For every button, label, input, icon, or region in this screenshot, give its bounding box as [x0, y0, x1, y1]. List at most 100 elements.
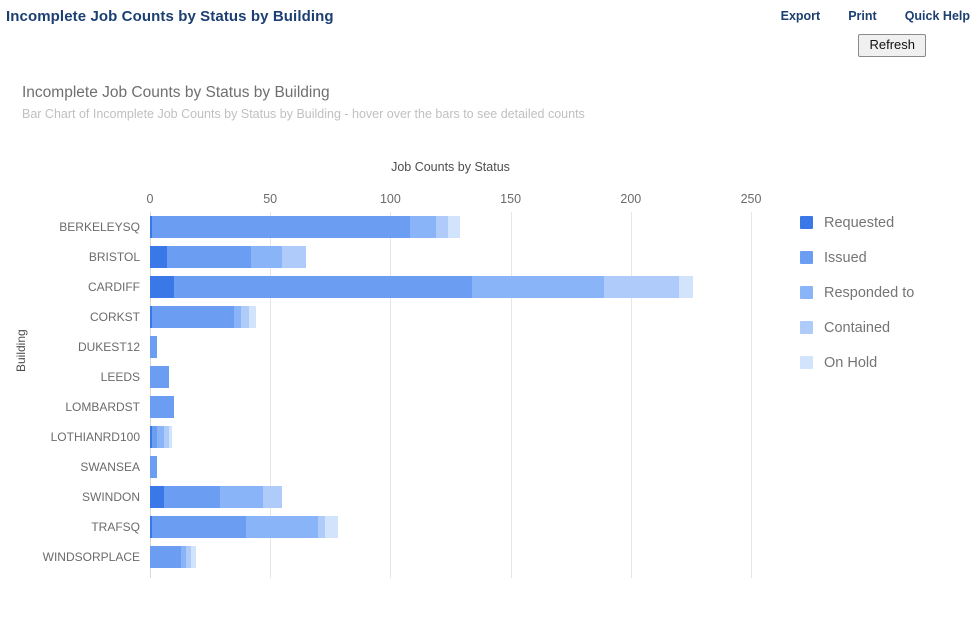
chart-row: CARDIFF	[0, 272, 978, 302]
export-link[interactable]: Export	[780, 9, 821, 23]
bar-segment[interactable]	[150, 276, 175, 298]
bar-segment[interactable]	[219, 486, 263, 508]
bar-segment[interactable]	[186, 546, 191, 568]
x-axis-title: Job Counts by Status	[391, 160, 510, 174]
chart-row: BRISTOL	[0, 242, 978, 272]
legend-item-responded-to[interactable]: Responded to	[800, 275, 914, 310]
legend-item-on-hold[interactable]: On Hold	[800, 345, 914, 380]
chart-legend: Requested Issued Responded to Contained On H…	[800, 205, 914, 380]
refresh-button[interactable]: Refresh	[858, 34, 926, 58]
x-tick-label: 50	[263, 192, 278, 206]
bar-segment[interactable]	[150, 546, 182, 568]
y-axis-category-label: BRISTOL	[88, 250, 140, 264]
legend-item-issued[interactable]: Issued	[800, 240, 914, 275]
gridline	[631, 212, 632, 578]
legend-color-swatch	[800, 356, 813, 369]
bar-segment[interactable]	[152, 216, 410, 238]
page-header: Incomplete Job Counts by Status by Build…	[0, 0, 978, 62]
bar-segment[interactable]	[409, 216, 437, 238]
bar-segment[interactable]	[448, 216, 461, 238]
bar-segment[interactable]	[166, 246, 251, 268]
bar-segment[interactable]	[234, 306, 242, 328]
chart-plot-area: Job Counts by Status Building 0 50 100 150 2…	[0, 150, 978, 590]
bar-segment[interactable]	[190, 546, 196, 568]
bar-segment[interactable]	[150, 396, 175, 418]
bar-segment[interactable]	[248, 306, 256, 328]
bar-segment[interactable]	[150, 246, 167, 268]
x-tick-label: 150	[500, 192, 522, 206]
bar-segment[interactable]	[241, 306, 249, 328]
bar-segment[interactable]	[436, 216, 449, 238]
legend-label: Issued	[824, 249, 867, 266]
chart-subtitle: Bar Chart of Incomplete Job Counts by St…	[22, 107, 585, 121]
bar-segment[interactable]	[169, 426, 172, 448]
bar-segment[interactable]	[282, 246, 307, 268]
bar-segment[interactable]	[164, 426, 170, 448]
legend-color-swatch	[800, 216, 813, 229]
header-link-group: Export Print Quick Help	[781, 9, 970, 23]
bar-segment[interactable]	[150, 426, 153, 448]
print-link[interactable]: Print	[848, 9, 877, 23]
chart-row: SWANSEA	[0, 452, 978, 482]
header-divider	[0, 62, 978, 63]
x-tick-label: 0	[146, 192, 154, 206]
bar-segment[interactable]	[150, 216, 153, 238]
legend-item-requested[interactable]: Requested	[800, 205, 914, 240]
bar-segment[interactable]	[181, 546, 187, 568]
bar-segment[interactable]	[150, 336, 158, 358]
legend-color-swatch	[800, 251, 813, 264]
gridline	[150, 212, 151, 578]
chart-row: LEEDS	[0, 362, 978, 392]
legend-label: Contained	[824, 319, 891, 336]
chart-row: SWINDON	[0, 482, 978, 512]
bar-segment[interactable]	[150, 306, 153, 328]
chart-bar-rows: BERKELEYSQ BRISTOL CARDIFF CORKST DUKEST12 LE…	[0, 212, 978, 578]
bar-segment[interactable]	[246, 516, 319, 538]
bar-segment[interactable]	[150, 486, 165, 508]
gridline	[511, 212, 512, 578]
y-axis-category-label: LOMBARDST	[65, 400, 140, 414]
y-axis-category-label: TRAFSQ	[91, 520, 140, 534]
bar-segment[interactable]	[150, 366, 170, 388]
bar-segment[interactable]	[152, 516, 247, 538]
y-axis-category-label: WINDSORPLACE	[42, 550, 140, 564]
bar-segment[interactable]	[152, 426, 158, 448]
y-axis-category-label: SWINDON	[82, 490, 140, 504]
chart-row: WINDSORPLACE	[0, 542, 978, 572]
chart-row: BERKELEYSQ	[0, 212, 978, 242]
legend-item-contained[interactable]: Contained	[800, 310, 914, 345]
bar-segment[interactable]	[164, 486, 220, 508]
bar-segment[interactable]	[152, 306, 235, 328]
y-axis-category-label: LOTHIANRD100	[50, 430, 140, 444]
bar-segment[interactable]	[325, 516, 338, 538]
bar-segment[interactable]	[150, 516, 153, 538]
chart-title: Incomplete Job Counts by Status by Build…	[22, 84, 330, 101]
bar-segment[interactable]	[174, 276, 473, 298]
bar-segment[interactable]	[604, 276, 679, 298]
refresh-button-container: Refresh	[858, 34, 926, 58]
bar-segment[interactable]	[678, 276, 694, 298]
bar-segment[interactable]	[250, 246, 283, 268]
x-tick-label: 200	[620, 192, 642, 206]
gridline	[390, 212, 391, 578]
bar-segment[interactable]	[318, 516, 326, 538]
bar-segment[interactable]	[157, 426, 165, 448]
legend-color-swatch	[800, 321, 813, 334]
y-axis-category-label: CARDIFF	[88, 280, 140, 294]
bar-segment[interactable]	[150, 456, 158, 478]
bar-segment[interactable]	[262, 486, 283, 508]
legend-label: Requested	[824, 214, 895, 231]
y-axis-category-label: DUKEST12	[77, 340, 140, 354]
gridline	[270, 212, 271, 578]
y-axis-category-label: CORKST	[89, 310, 140, 324]
y-axis-category-label: BERKELEYSQ	[59, 220, 140, 234]
chart-gridlines	[0, 212, 978, 578]
quick-help-link[interactable]: Quick Help	[904, 9, 970, 23]
page-title: Incomplete Job Counts by Status by Build…	[6, 8, 334, 25]
y-axis-category-label: SWANSEA	[80, 460, 140, 474]
gridline	[751, 212, 752, 578]
chart-row: LOTHIANRD100	[0, 422, 978, 452]
bar-segment[interactable]	[472, 276, 605, 298]
x-tick-label: 100	[379, 192, 401, 206]
